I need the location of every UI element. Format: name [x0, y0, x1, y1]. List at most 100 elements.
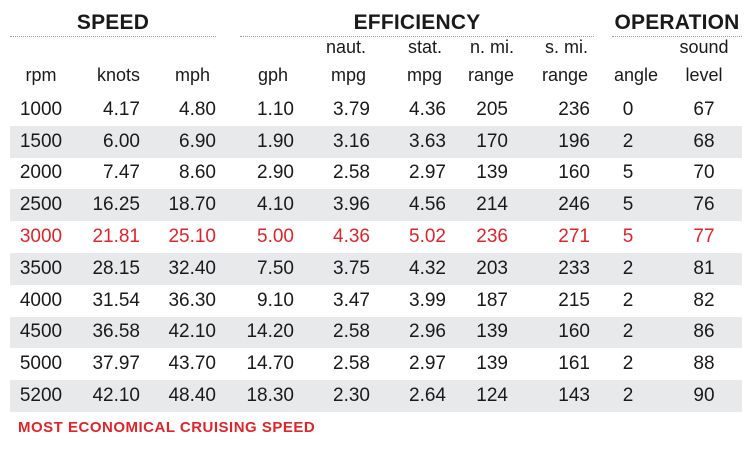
- header-smi-bottom: range: [541, 65, 588, 85]
- cell-rpm: 3000: [10, 221, 72, 253]
- cell-stat-mpg: 3.99: [370, 284, 446, 317]
- cell-sound: 76: [666, 189, 742, 222]
- cell-nmi-range: 205: [446, 94, 508, 126]
- header-angle: angle: [613, 65, 659, 85]
- cell-gph: 1.10: [216, 94, 294, 126]
- cell-sound: 88: [666, 348, 742, 381]
- cell-rpm: 4000: [10, 284, 72, 317]
- cell-rpm: 1500: [10, 125, 72, 158]
- group-heading-speed: SPEED: [10, 10, 216, 37]
- cell-angle: 5: [590, 221, 666, 253]
- cell-nmi-range: 236: [446, 221, 508, 253]
- cell-smi-range: 143: [508, 380, 590, 412]
- cell-nmi-range: 214: [446, 189, 508, 222]
- cell-smi-range: 246: [508, 189, 590, 222]
- cell-smi-range: 161: [508, 348, 590, 381]
- header-nmi-top: n. mi.: [469, 37, 514, 57]
- cell-knots: 31.54: [72, 284, 140, 317]
- cell-mph: 6.90: [140, 125, 216, 158]
- cell-mph: 25.10: [140, 221, 216, 253]
- cell-sound: 67: [666, 94, 742, 126]
- cell-nmi-range: 139: [446, 316, 508, 349]
- table-row: 2000 7.47 8.60 2.90 2.58 2.97 139 160 5 70: [10, 157, 742, 190]
- cell-stat-mpg: 2.96: [370, 316, 446, 349]
- cell-knots: 4.17: [72, 94, 140, 126]
- cell-mph: 32.40: [140, 252, 216, 285]
- cell-naut-mpg: 2.58: [294, 157, 370, 190]
- table-row: 5200 42.10 48.40 18.30 2.30 2.64 124 143 2 90: [10, 380, 742, 412]
- cell-nmi-range: 170: [446, 125, 508, 158]
- cell-mph: 18.70: [140, 189, 216, 222]
- cell-stat-mpg: 5.02: [370, 221, 446, 253]
- header-naut-top: naut.: [325, 37, 366, 57]
- cell-knots: 42.10: [72, 380, 140, 412]
- header-gph: gph: [257, 65, 288, 85]
- cell-mph: 36.30: [140, 284, 216, 317]
- header-smi-top: s. mi.: [545, 37, 588, 57]
- cell-rpm: 1000: [10, 94, 72, 126]
- cell-sound: 81: [666, 252, 742, 285]
- cell-angle: 5: [590, 157, 666, 190]
- cell-gph: 9.10: [216, 284, 294, 317]
- cell-nmi-range: 139: [446, 157, 508, 190]
- cell-smi-range: 196: [508, 125, 590, 158]
- cell-rpm: 3500: [10, 252, 72, 285]
- cell-angle: 2: [590, 125, 666, 158]
- cell-naut-mpg: 4.36: [294, 221, 370, 253]
- group-heading-efficiency: EFFICIENCY: [240, 10, 594, 37]
- cell-stat-mpg: 2.97: [370, 348, 446, 381]
- cell-mph: 48.40: [140, 380, 216, 412]
- cell-knots: 7.47: [72, 157, 140, 190]
- cell-sound: 77: [666, 221, 742, 253]
- cell-nmi-range: 187: [446, 284, 508, 317]
- cell-naut-mpg: 2.30: [294, 380, 370, 412]
- footnote-most-economical: MOST ECONOMICAL CRUISING SPEED: [18, 419, 316, 436]
- cell-gph: 7.50: [216, 252, 294, 285]
- table-row: 1500 6.00 6.90 1.90 3.16 3.63 170 196 2 68: [10, 125, 742, 158]
- cell-angle: 2: [590, 348, 666, 381]
- cell-smi-range: 215: [508, 284, 590, 317]
- cell-naut-mpg: 2.58: [294, 316, 370, 349]
- cell-nmi-range: 139: [446, 348, 508, 381]
- cell-naut-mpg: 3.79: [294, 94, 370, 126]
- cell-sound: 68: [666, 125, 742, 158]
- cell-knots: 28.15: [72, 252, 140, 285]
- performance-table: 1000 4.17 4.80 1.10 3.79 4.36 205 236 0 67 1500 6.0…: [10, 94, 742, 412]
- cell-angle: 0: [590, 94, 666, 126]
- cell-naut-mpg: 3.75: [294, 252, 370, 285]
- cell-sound: 70: [666, 157, 742, 190]
- cell-naut-mpg: 3.96: [294, 189, 370, 222]
- cell-smi-range: 233: [508, 252, 590, 285]
- header-sound-top: sound: [679, 37, 729, 57]
- cell-gph: 18.30: [216, 380, 294, 412]
- header-nmi-bottom: range: [467, 65, 514, 85]
- cell-gph: 14.70: [216, 348, 294, 381]
- cell-rpm: 4500: [10, 316, 72, 349]
- header-naut-bottom: mpg: [330, 65, 366, 85]
- cell-gph: 2.90: [216, 157, 294, 190]
- table-row: 3500 28.15 32.40 7.50 3.75 4.32 203 233 2 81: [10, 252, 742, 285]
- table-row: 3000 21.81 25.10 5.00 4.36 5.02 236 271 5 77: [10, 221, 742, 253]
- cell-mph: 8.60: [140, 157, 216, 190]
- cell-sound: 82: [666, 284, 742, 317]
- header-mph: mph: [174, 65, 210, 85]
- cell-naut-mpg: 2.58: [294, 348, 370, 381]
- cell-mph: 4.80: [140, 94, 216, 126]
- cell-knots: 36.58: [72, 316, 140, 349]
- cell-rpm: 2500: [10, 189, 72, 222]
- cell-mph: 42.10: [140, 316, 216, 349]
- cell-gph: 4.10: [216, 189, 294, 222]
- cell-naut-mpg: 3.47: [294, 284, 370, 317]
- cell-knots: 37.97: [72, 348, 140, 381]
- cell-knots: 16.25: [72, 189, 140, 222]
- header-sound-bottom: level: [685, 65, 723, 85]
- cell-angle: 2: [590, 284, 666, 317]
- cell-angle: 2: [590, 252, 666, 285]
- cell-smi-range: 160: [508, 316, 590, 349]
- cell-knots: 6.00: [72, 125, 140, 158]
- cell-mph: 43.70: [140, 348, 216, 381]
- cell-stat-mpg: 2.64: [370, 380, 446, 412]
- table-row: 1000 4.17 4.80 1.10 3.79 4.36 205 236 0 67: [10, 94, 742, 126]
- table-row: 4000 31.54 36.30 9.10 3.47 3.99 187 215 2 82: [10, 284, 742, 317]
- header-knots: knots: [96, 65, 140, 85]
